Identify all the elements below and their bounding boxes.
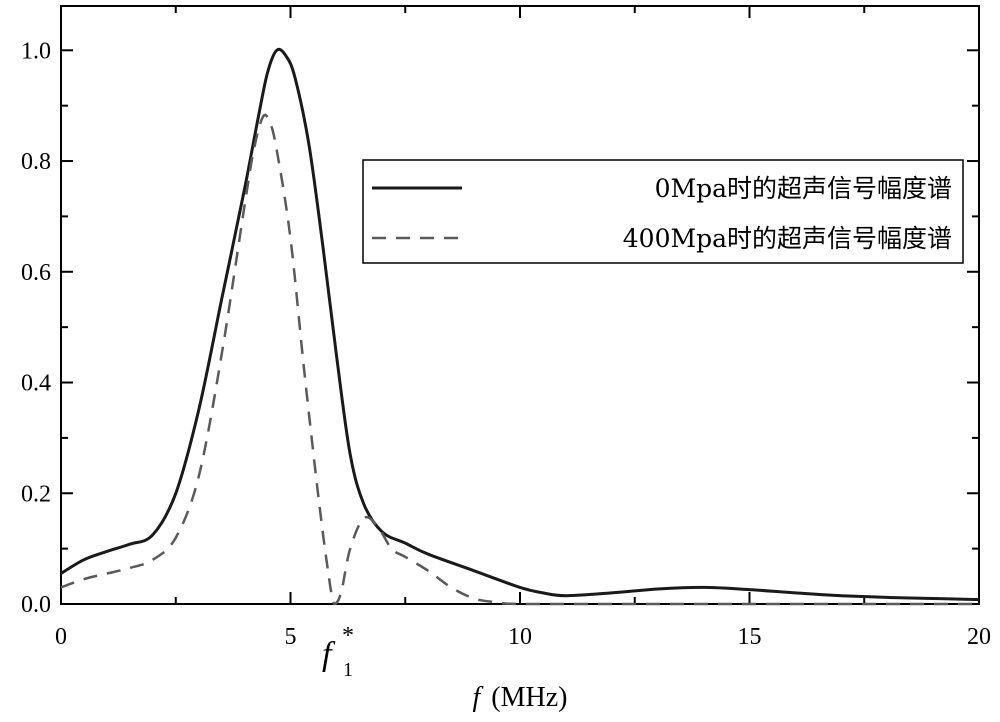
y-tick-label: 0.4 bbox=[21, 371, 51, 397]
y-tick-label: 1.0 bbox=[21, 38, 51, 64]
annotation-symbol: f bbox=[322, 636, 336, 673]
f1-star-annotation: f 1 * bbox=[322, 623, 354, 681]
legend: 0Mpa时的超声信号幅度谱 400Mpa时的超声信号幅度谱 bbox=[362, 159, 964, 264]
y-tick-label: 0.8 bbox=[21, 149, 51, 175]
axis-ticks bbox=[60, 6, 980, 605]
y-tick-labels: 0.0 0.2 0.4 0.6 0.8 1.0 bbox=[21, 38, 51, 618]
legend-label-0mpa: 0Mpa时的超声信号幅度谱 bbox=[655, 174, 952, 203]
y-tick-label: 0.2 bbox=[21, 481, 51, 507]
plot-frame bbox=[60, 5, 980, 605]
annotation-superscript: * bbox=[342, 623, 354, 649]
legend-label-400mpa: 400Mpa时的超声信号幅度谱 bbox=[623, 224, 952, 253]
x-axis-title-unit: (MHz) bbox=[491, 682, 567, 713]
x-tick-label: 20 bbox=[967, 624, 991, 650]
x-axis-title: f (MHz) bbox=[473, 682, 568, 713]
series-line-400mpa bbox=[60, 113, 979, 606]
y-tick-label: 0.0 bbox=[21, 592, 51, 618]
series-line-0mpa bbox=[60, 47, 980, 602]
series-layer bbox=[60, 47, 980, 606]
legend-box bbox=[362, 159, 964, 264]
x-tick-label: 0 bbox=[55, 624, 67, 650]
y-tick-label: 0.6 bbox=[21, 260, 51, 286]
x-tick-labels: 0 5 10 15 20 bbox=[55, 624, 991, 650]
x-axis-title-symbol: f bbox=[473, 682, 484, 713]
x-tick-label: 10 bbox=[508, 624, 532, 650]
x-tick-label: 5 bbox=[285, 624, 297, 650]
x-tick-label: 15 bbox=[738, 624, 762, 650]
annotation-subscript: 1 bbox=[343, 659, 353, 681]
